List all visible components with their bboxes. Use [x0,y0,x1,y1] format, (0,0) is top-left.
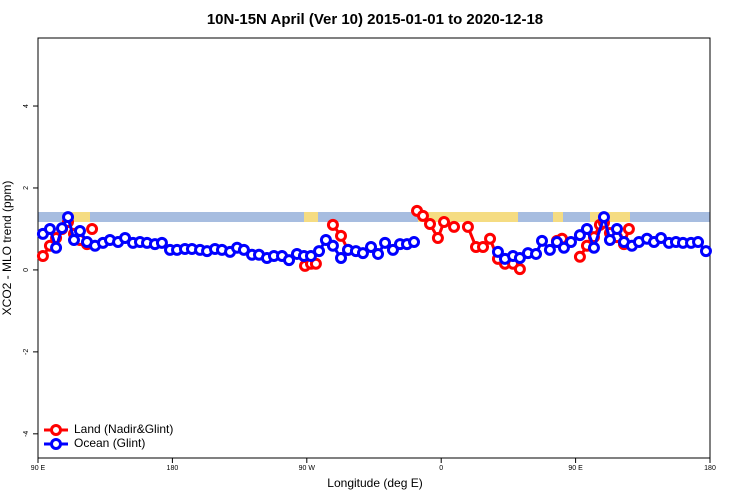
point [155,236,168,249]
point [416,209,429,222]
point [477,240,490,253]
point [372,247,385,260]
legend-marker [50,424,62,436]
point [62,211,75,224]
point [597,211,610,224]
point [237,243,250,256]
point [365,240,378,253]
point [334,252,347,265]
point [543,243,556,256]
point [283,254,296,267]
x-axis-label: Longitude (deg E) [327,476,422,490]
x-tick-label: 90 E [31,465,46,472]
x-tick-label: 90 W [299,465,316,472]
point [56,222,69,235]
point [438,215,451,228]
series [36,211,712,267]
point [573,229,586,242]
point [326,218,339,231]
y-tick-label: 4 [23,104,30,108]
y-axis-label: XCO2 - MLO trend (ppm) [0,181,14,316]
point [431,231,444,244]
point [313,245,326,258]
land-patch [72,212,90,222]
point [36,249,49,262]
point [326,239,339,252]
point [461,220,474,233]
ocean-band [38,212,710,222]
point [603,234,616,247]
point [408,236,421,249]
point [692,236,705,249]
point [43,222,56,235]
land-patch [304,212,318,222]
legend-label: Ocean (Glint) [74,436,145,450]
map-strip [38,212,710,222]
land-patch [590,212,630,222]
point [564,236,577,249]
point [513,252,526,265]
x-tick-label: 180 [167,465,179,472]
point [536,234,548,247]
chart-title: 10N-15N April (Ver 10) 2015-01-01 to 202… [207,11,543,28]
point [491,245,504,258]
y-tick-label: -2 [23,349,30,355]
point [587,241,600,254]
point [622,222,635,235]
point [67,234,80,247]
point [424,218,436,231]
point [73,224,86,237]
point [379,236,392,249]
point [530,247,543,260]
point [610,222,623,235]
point [513,263,526,276]
x-tick-label: 0 [439,465,443,472]
point [699,245,712,258]
y-tick-label: 2 [23,186,30,190]
x-tick-label: 180 [704,465,716,472]
point [50,241,63,254]
point [334,229,347,242]
y-tick-label: -4 [23,431,30,437]
land-patch [553,212,563,222]
point [580,222,593,235]
point [304,249,317,262]
point [573,250,586,263]
x-tick-label: 90 E [568,465,583,472]
land-patch [418,212,518,222]
legend-marker [50,438,62,450]
legend-label: Land (Nadir&Glint) [74,422,173,436]
point [448,220,461,233]
point [356,247,369,260]
point [86,222,99,235]
point [484,232,497,245]
y-tick-label: 0 [23,268,30,272]
